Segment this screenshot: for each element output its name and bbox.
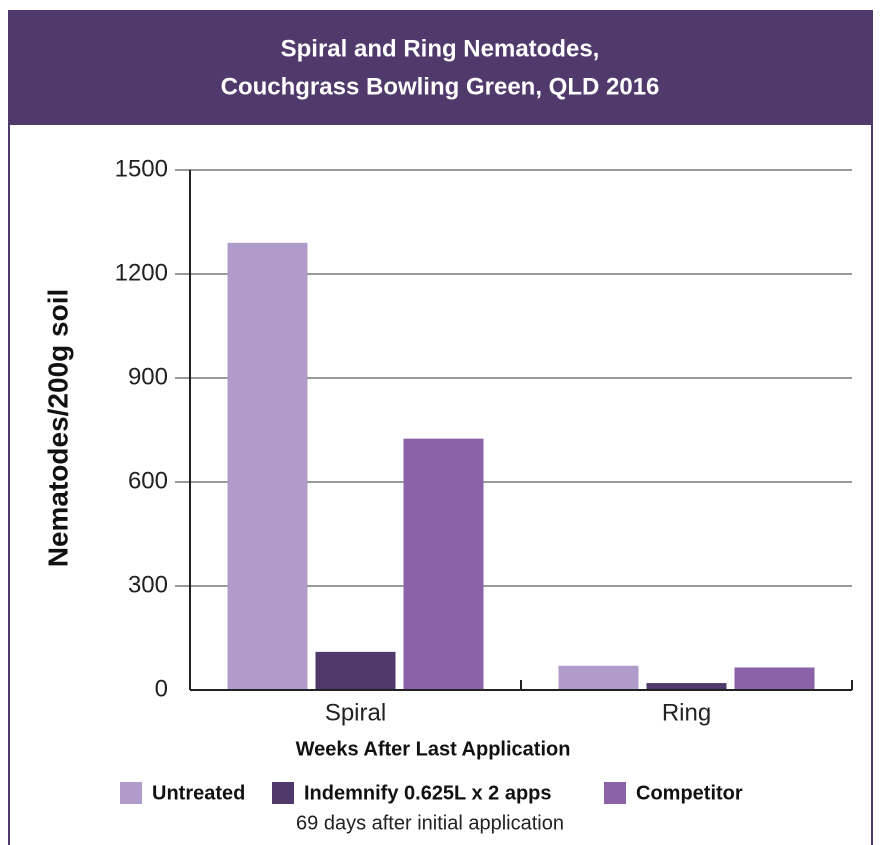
legend-label: Untreated: [152, 782, 245, 804]
header: [8, 10, 873, 125]
chart-title: Couchgrass Bowling Green, QLD 2016: [221, 73, 660, 100]
bar: [558, 665, 639, 690]
bar: [315, 651, 396, 690]
legend-swatch: [120, 782, 142, 804]
x-tick-label: Ring: [662, 699, 711, 726]
x-axis-label: Weeks After Last Application: [296, 738, 571, 760]
y-tick-label: 0: [155, 675, 168, 702]
x-tick-label: Spiral: [325, 699, 386, 726]
bar: [646, 683, 727, 690]
y-tick-label: 1200: [115, 259, 168, 286]
legend-label: Competitor: [636, 782, 743, 804]
legend-swatch: [604, 782, 626, 804]
legend-label: Indemnify 0.625L x 2 apps: [304, 782, 552, 804]
y-tick-label: 300: [128, 571, 168, 598]
legend-swatch: [272, 782, 294, 804]
y-tick-label: 1500: [115, 155, 168, 182]
y-tick-label: 900: [128, 363, 168, 390]
chart-title: Spiral and Ring Nematodes,: [281, 35, 600, 62]
bar: [227, 242, 308, 691]
y-tick-label: 600: [128, 467, 168, 494]
bar: [403, 438, 484, 690]
y-axis-label: Nematodes/200g soil: [42, 289, 73, 568]
bar: [734, 667, 815, 690]
note: 69 days after initial application: [296, 812, 564, 834]
